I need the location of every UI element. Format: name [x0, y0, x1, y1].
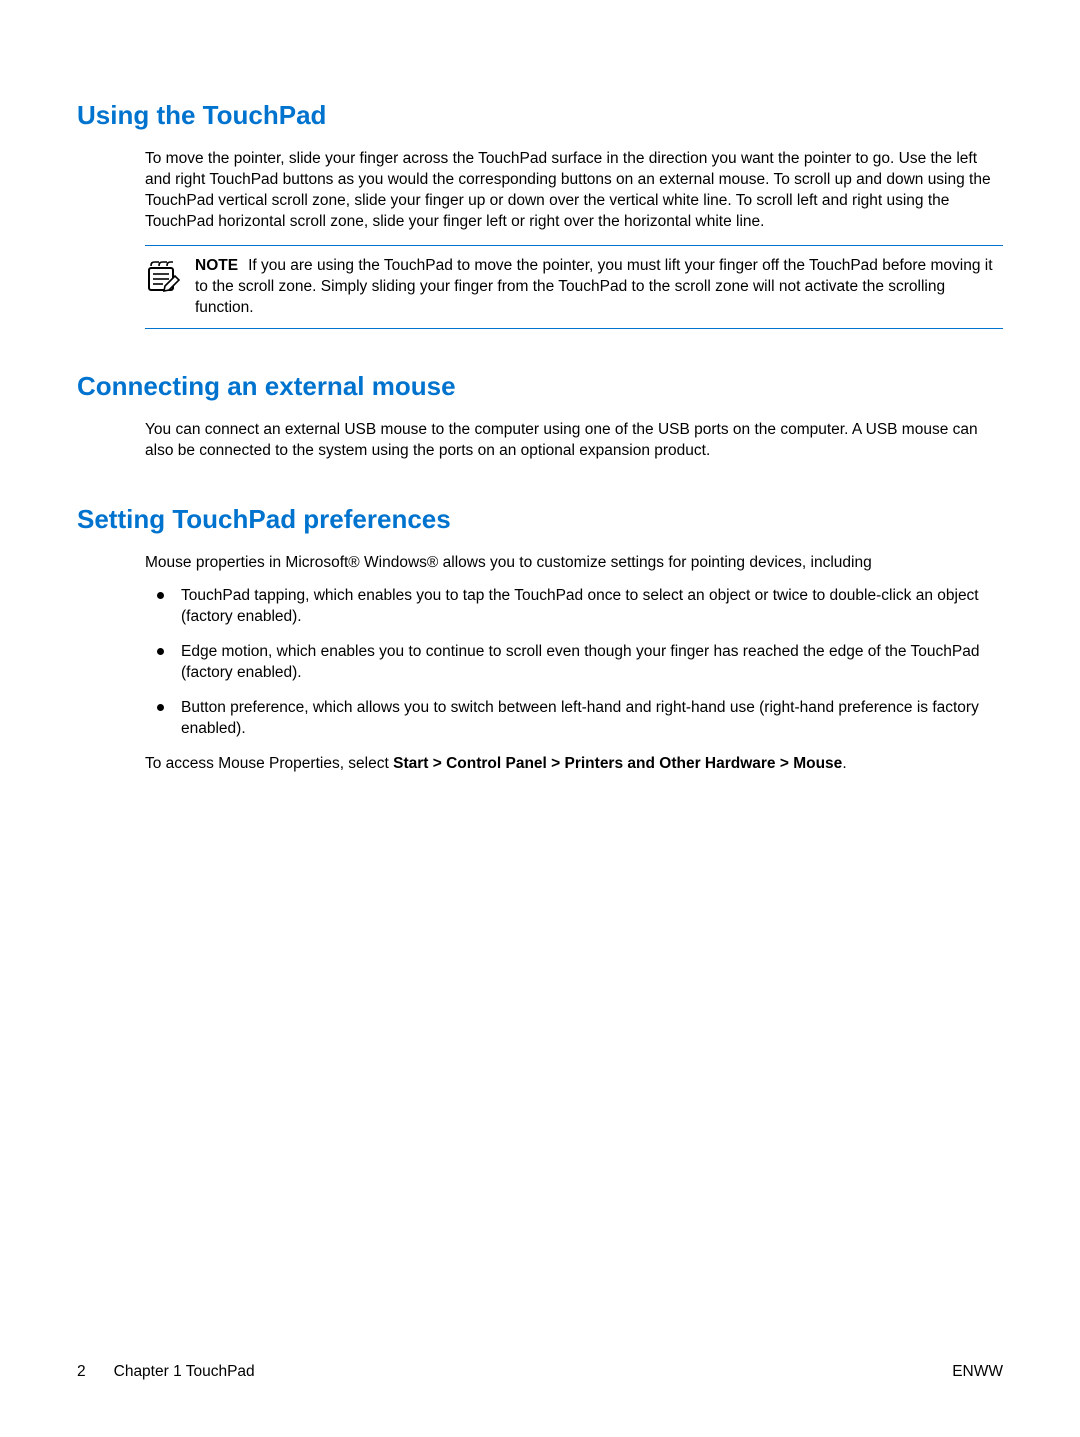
note-rule-bottom: [145, 328, 1003, 329]
list-item: Edge motion, which enables you to contin…: [181, 642, 1003, 684]
body-using-touchpad: To move the pointer, slide your finger a…: [145, 149, 1003, 233]
note-box: NOTEIf you are using the TouchPad to mov…: [145, 245, 1003, 330]
heading-connecting-mouse: Connecting an external mouse: [77, 371, 1003, 402]
list-item: TouchPad tapping, which enables you to t…: [181, 586, 1003, 628]
access-suffix: .: [842, 755, 846, 772]
access-path-bold: Start > Control Panel > Printers and Oth…: [393, 755, 842, 772]
note-body: If you are using the TouchPad to move th…: [195, 257, 993, 316]
note-icon: [145, 258, 181, 294]
page: Using the TouchPad To move the pointer, …: [0, 0, 1080, 1437]
note-inner: NOTEIf you are using the TouchPad to mov…: [145, 246, 1003, 329]
body-setting-prefs-intro: Mouse properties in Microsoft® Windows® …: [145, 553, 1003, 574]
page-number: 2: [77, 1363, 86, 1381]
note-label: NOTE: [195, 257, 238, 274]
chapter-label: Chapter 1 TouchPad: [114, 1363, 255, 1381]
prefs-bullet-list: TouchPad tapping, which enables you to t…: [145, 586, 1003, 740]
content-area: Using the TouchPad To move the pointer, …: [77, 100, 1003, 775]
heading-setting-prefs: Setting TouchPad preferences: [77, 504, 1003, 535]
access-mouse-properties: To access Mouse Properties, select Start…: [145, 754, 1003, 775]
list-item: Button preference, which allows you to s…: [181, 698, 1003, 740]
body-connecting-mouse: You can connect an external USB mouse to…: [145, 420, 1003, 462]
footer-left: 2 Chapter 1 TouchPad: [77, 1363, 255, 1381]
heading-using-touchpad: Using the TouchPad: [77, 100, 1003, 131]
access-prefix: To access Mouse Properties, select: [145, 755, 393, 772]
page-footer: 2 Chapter 1 TouchPad ENWW: [77, 1363, 1003, 1381]
note-text: NOTEIf you are using the TouchPad to mov…: [195, 256, 1003, 319]
footer-right: ENWW: [952, 1363, 1003, 1381]
